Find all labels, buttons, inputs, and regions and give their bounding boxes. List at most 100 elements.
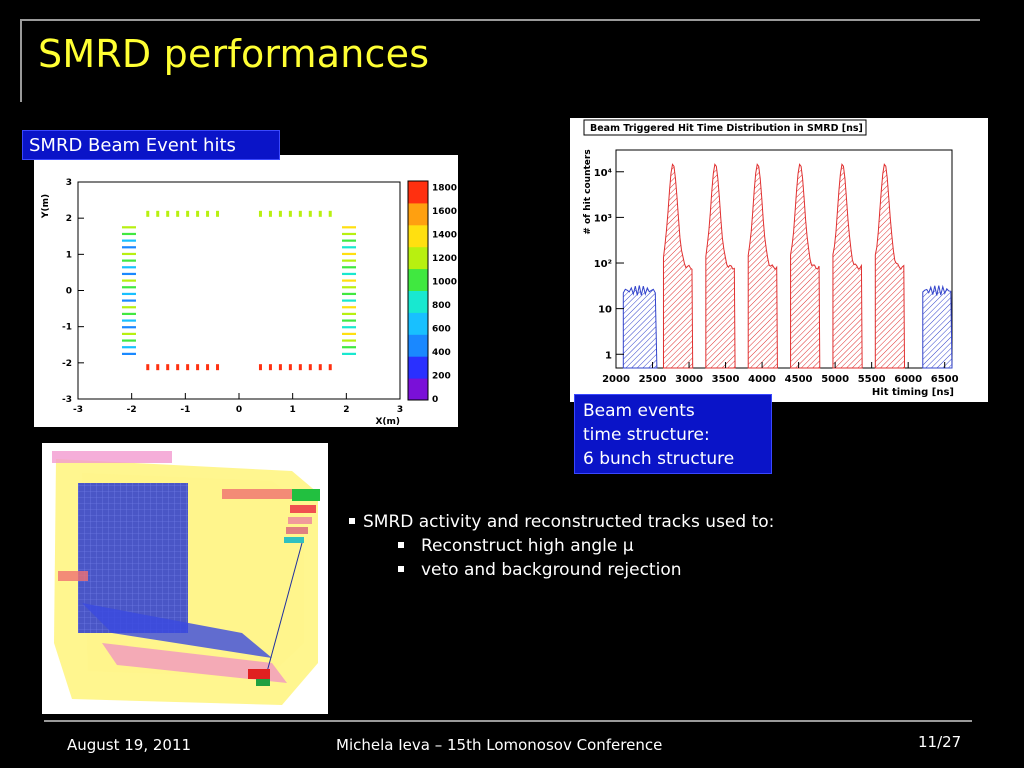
detector-3d-render [42, 443, 328, 714]
colorbar-segment [408, 181, 428, 204]
hits-mark [288, 364, 292, 371]
hits-mark [258, 210, 262, 217]
time-y-tick-label: 10³ [594, 213, 612, 224]
hits-x-tick-label: -2 [127, 405, 137, 415]
hits-mark [342, 306, 357, 309]
time-x-tick-label: 3500 [712, 374, 740, 385]
time-x-tick-label: 2500 [639, 374, 667, 385]
hits-mark [342, 346, 357, 349]
time-x-axis-label: Hit timing [ns] [872, 387, 954, 398]
time-x-tick-label: 4500 [785, 374, 813, 385]
time-chart-title: Beam Triggered Hit Time Distribution in … [590, 123, 863, 134]
beam-label-line-2: time structure: [583, 425, 710, 445]
slide-title: SMRD performances [38, 32, 430, 76]
time-x-tick-label: 5000 [821, 374, 849, 385]
hits-mark [342, 332, 357, 336]
hits-mark [186, 364, 190, 371]
hits-mark [121, 326, 136, 329]
bunch-peak [747, 163, 778, 369]
hits-mark [121, 332, 136, 336]
time-x-tick-label: 2000 [602, 374, 630, 385]
colorbar-tick-label: 0 [432, 395, 438, 405]
hits-mark [216, 364, 220, 371]
hits-mark [328, 364, 332, 371]
colorbar-tick-label: 1200 [432, 254, 457, 264]
colorbar-tick-label: 1000 [432, 278, 457, 288]
hits-y-tick-label: 3 [66, 178, 72, 188]
hits-mark [121, 246, 136, 249]
hits-mark [121, 259, 136, 262]
time-y-tick-label: 10 [598, 305, 612, 316]
hits-mark [156, 364, 160, 371]
hits-mark [146, 364, 150, 371]
hits-mark [268, 364, 272, 371]
footer-divider [44, 720, 972, 722]
colorbar-tick-label: 1800 [432, 184, 457, 194]
bunch-peak [874, 163, 906, 369]
hits-mark [278, 210, 282, 217]
colorbar-tick-label: 800 [432, 301, 451, 311]
footer-date: August 19, 2011 [67, 736, 192, 754]
background-region [622, 285, 658, 369]
hits-mark [342, 279, 357, 282]
time-title-box [583, 119, 867, 136]
time-x-tick-label: 3000 [675, 374, 703, 385]
hits-mark [121, 299, 136, 302]
hits-y-tick-label: -3 [62, 395, 72, 405]
hits-mark [342, 312, 357, 316]
hits-mark [342, 226, 357, 229]
hits-mark [308, 210, 312, 217]
hits-mark [342, 259, 357, 262]
hits-mark [318, 364, 322, 371]
hits-mark [121, 352, 136, 355]
hits-x-tick-label: 1 [290, 405, 296, 415]
beam-label-line-1: Beam events [583, 401, 695, 421]
hits-mark [298, 210, 302, 217]
hits-mark [288, 210, 292, 217]
beam-label-line-3: 6 bunch structure [583, 449, 735, 469]
hits-mark [342, 299, 357, 302]
hits-mark [342, 246, 357, 249]
hits-mark [342, 292, 357, 296]
colorbar-segment [408, 268, 428, 291]
hits-mark [342, 272, 357, 276]
bullet-sub-1: Reconstruct high angle μ [348, 534, 774, 558]
hits-mark [121, 232, 136, 236]
bunch-peak [662, 163, 694, 369]
time-x-tick-label: 6000 [894, 374, 922, 385]
hits-mark [342, 252, 357, 256]
hits-mark [206, 210, 210, 217]
hits-mark [121, 279, 136, 282]
bunch-peak [832, 163, 863, 369]
hits-mark [268, 210, 272, 217]
hits-y-tick-label: 1 [66, 250, 72, 260]
hits-mark [121, 272, 136, 276]
smrd-hits-chart: -3 -2 -1 0 1 2 3 -3 -2 -1 0 1 2 3 X(m) Y(m) 0 200 400 600 80… [41, 178, 457, 427]
hits-mark [121, 286, 136, 289]
hits-mark [166, 210, 170, 217]
hits-mark [216, 210, 220, 217]
colorbar-segment [408, 334, 428, 357]
time-y-tick-label: 1 [605, 350, 612, 361]
left-frame-line [20, 20, 22, 102]
hits-mark [166, 364, 170, 371]
hits-x-axis-label: X(m) [375, 417, 400, 427]
bunch-peak [790, 163, 821, 369]
hits-mark [342, 352, 357, 355]
hits-mark [318, 210, 322, 217]
time-y-tick-label: 10⁴ [594, 168, 612, 179]
time-x-tick-label: 5500 [858, 374, 886, 385]
bullet-sub-2: veto and background rejection [348, 558, 774, 582]
footer-author: Michela Ieva – 15th Lomonosov Conference [336, 736, 663, 754]
hits-mark [196, 210, 200, 217]
hits-mark [121, 239, 136, 242]
colorbar-segment [408, 246, 428, 270]
colorbar-tick-label: 1600 [432, 207, 457, 217]
colorbar-tick-label: 200 [432, 372, 451, 382]
hits-mark [121, 312, 136, 316]
background-region [922, 284, 953, 369]
hits-mark [121, 226, 136, 229]
hits-mark [121, 306, 136, 309]
hits-x-tick-label: 2 [343, 405, 349, 415]
bullet-main: SMRD activity and reconstructed tracks u… [348, 510, 774, 534]
